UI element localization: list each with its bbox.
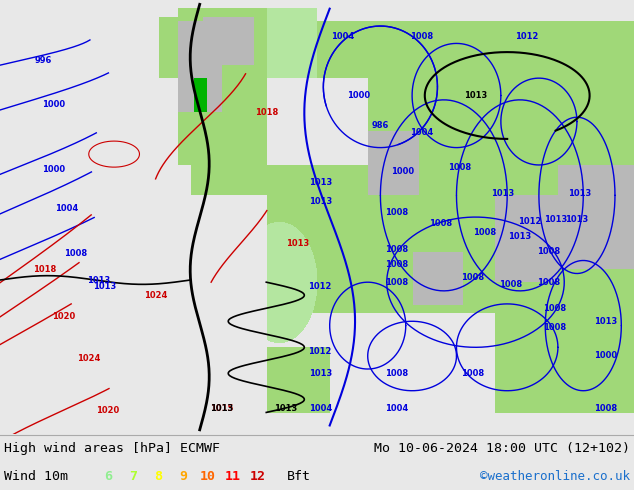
Text: 1024: 1024	[144, 291, 167, 300]
Text: 6: 6	[104, 469, 112, 483]
Text: 1008: 1008	[461, 369, 484, 378]
Text: 1000: 1000	[391, 167, 414, 176]
Text: 1004: 1004	[309, 404, 332, 413]
Text: 1008: 1008	[429, 219, 452, 228]
Text: 1013: 1013	[210, 404, 233, 413]
Text: 9: 9	[179, 469, 187, 483]
Text: 1013: 1013	[594, 317, 617, 326]
Text: 1013: 1013	[309, 178, 332, 187]
Text: Mo 10-06-2024 18:00 UTC (12+102): Mo 10-06-2024 18:00 UTC (12+102)	[374, 441, 630, 455]
Text: 986: 986	[372, 122, 389, 130]
Text: 1008: 1008	[385, 278, 408, 287]
Text: 1000: 1000	[42, 99, 65, 109]
Text: 1000: 1000	[347, 91, 370, 100]
Text: 1012: 1012	[515, 32, 538, 41]
Text: 1008: 1008	[594, 404, 617, 413]
Text: 1018: 1018	[255, 108, 278, 118]
Text: 1008: 1008	[448, 163, 471, 172]
Text: 1008: 1008	[499, 280, 522, 289]
Text: 7: 7	[129, 469, 137, 483]
Text: 1013: 1013	[464, 91, 487, 100]
Text: 1013: 1013	[566, 215, 588, 224]
Text: 1008: 1008	[537, 247, 560, 256]
Text: 1012: 1012	[309, 347, 332, 356]
Text: 1008: 1008	[474, 228, 496, 237]
Text: 1013: 1013	[287, 239, 309, 247]
Text: 1013: 1013	[93, 282, 116, 291]
Text: 1008: 1008	[410, 32, 433, 41]
Text: 8: 8	[154, 469, 162, 483]
Text: 1008: 1008	[385, 208, 408, 217]
Text: 1012: 1012	[309, 282, 332, 291]
Text: 1013: 1013	[309, 197, 332, 206]
Text: Bft: Bft	[287, 469, 311, 483]
Text: 1013: 1013	[569, 189, 592, 197]
Text: 1004: 1004	[55, 204, 78, 213]
Text: 1008: 1008	[385, 369, 408, 378]
Text: 1000: 1000	[594, 351, 617, 361]
Text: 1008: 1008	[461, 273, 484, 282]
Text: 1013: 1013	[545, 215, 567, 224]
Text: High wind areas [hPa] ECMWF: High wind areas [hPa] ECMWF	[4, 441, 220, 455]
Text: 1013: 1013	[508, 232, 531, 241]
Text: 1020: 1020	[52, 313, 75, 321]
Text: 1020: 1020	[96, 406, 119, 415]
Text: 1008: 1008	[537, 278, 560, 287]
Text: 1000: 1000	[42, 165, 65, 174]
Text: 1013: 1013	[309, 369, 332, 378]
Text: 10: 10	[200, 469, 216, 483]
Text: 12: 12	[250, 469, 266, 483]
Text: 11: 11	[225, 469, 241, 483]
Text: 1008: 1008	[385, 260, 408, 270]
Text: 1004: 1004	[331, 32, 354, 41]
Text: 1004: 1004	[385, 404, 408, 413]
Text: 1004: 1004	[410, 128, 433, 137]
Text: 1008: 1008	[543, 304, 566, 313]
Text: 1018: 1018	[33, 265, 56, 274]
Text: 1013: 1013	[87, 275, 110, 285]
Text: 1024: 1024	[77, 354, 100, 363]
Text: 1013: 1013	[274, 404, 297, 413]
Text: ©weatheronline.co.uk: ©weatheronline.co.uk	[480, 469, 630, 483]
Text: 996: 996	[34, 56, 52, 65]
Text: 1008: 1008	[65, 249, 87, 258]
Text: 1015: 1015	[210, 404, 233, 413]
Text: 1008: 1008	[543, 323, 566, 332]
Text: 1013: 1013	[491, 189, 514, 197]
Text: 1008: 1008	[385, 245, 408, 254]
Text: Wind 10m: Wind 10m	[4, 469, 68, 483]
Text: 1012: 1012	[518, 217, 541, 226]
